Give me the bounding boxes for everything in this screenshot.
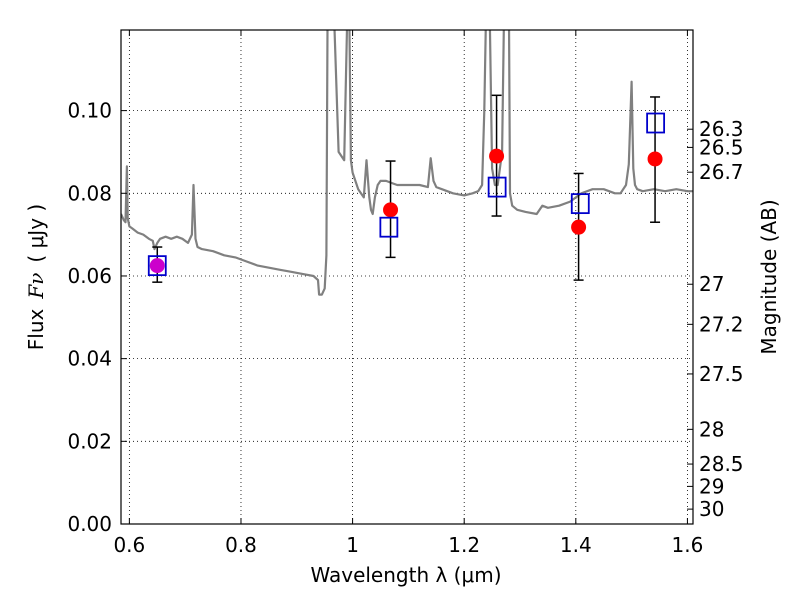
error-bars bbox=[147, 94, 666, 283]
y-axis-label-symbol: Fν bbox=[24, 273, 48, 300]
right-axis-label: Magnitude (AB) bbox=[757, 199, 781, 354]
plot-frame bbox=[120, 29, 694, 525]
magnitude-tick-label: 26.7 bbox=[699, 160, 744, 184]
magnitude-tick-label: 27.5 bbox=[699, 362, 744, 386]
magnitude-tick-label: 26.5 bbox=[699, 135, 744, 159]
magnitude-tick-label: 30 bbox=[699, 497, 724, 521]
model-square bbox=[147, 255, 167, 277]
observed-point bbox=[149, 258, 165, 274]
model-square bbox=[379, 216, 399, 238]
model-square bbox=[570, 193, 590, 215]
x-tick-label: 1.2 bbox=[448, 533, 480, 557]
y-tick-label: 0.08 bbox=[67, 181, 112, 205]
grid bbox=[121, 30, 693, 525]
y-tick-label: 0.06 bbox=[67, 264, 112, 288]
spectrum-line bbox=[121, 30, 693, 296]
y-axis-label-unit: ( μJy ) bbox=[24, 204, 48, 263]
model-square bbox=[646, 112, 666, 134]
y-axis-label-text: Flux bbox=[24, 308, 48, 350]
x-tick-label: 0.6 bbox=[113, 533, 145, 557]
magnitude-tick-label: 26.3 bbox=[699, 117, 744, 141]
x-tick-label: 1.4 bbox=[560, 533, 592, 557]
axes: 0.6 0.8 1 1.2 1.4 1.6 0.00 0.02 0.04 0.06 0.08 0.10… bbox=[67, 30, 744, 557]
model-square bbox=[487, 176, 507, 198]
magnitude-tick-label: 28.5 bbox=[699, 452, 744, 476]
plot-area bbox=[121, 30, 693, 296]
y-tick-label: 0.04 bbox=[67, 347, 112, 371]
observed-point bbox=[571, 219, 587, 235]
y-tick-label: 0.02 bbox=[67, 429, 112, 453]
x-tick-label: 1.6 bbox=[672, 533, 704, 557]
magnitude-tick-label: 28 bbox=[699, 417, 724, 441]
observed-point bbox=[383, 202, 399, 218]
x-axis-label: Wavelength λ (μm) bbox=[310, 563, 501, 587]
magnitude-tick-label: 27.2 bbox=[699, 312, 744, 336]
observed-point bbox=[647, 151, 663, 167]
x-tick-label: 0.8 bbox=[225, 533, 257, 557]
y-tick-label: 0.10 bbox=[67, 99, 112, 123]
x-tick-label: 1 bbox=[346, 533, 359, 557]
y-tick-label: 0.00 bbox=[67, 512, 112, 536]
magnitude-tick-label: 29 bbox=[699, 474, 724, 498]
magnitude-tick-label: 27 bbox=[699, 272, 724, 296]
y-axis-label: Flux Fν ( μJy ) bbox=[24, 204, 48, 350]
observed-point bbox=[489, 148, 505, 164]
